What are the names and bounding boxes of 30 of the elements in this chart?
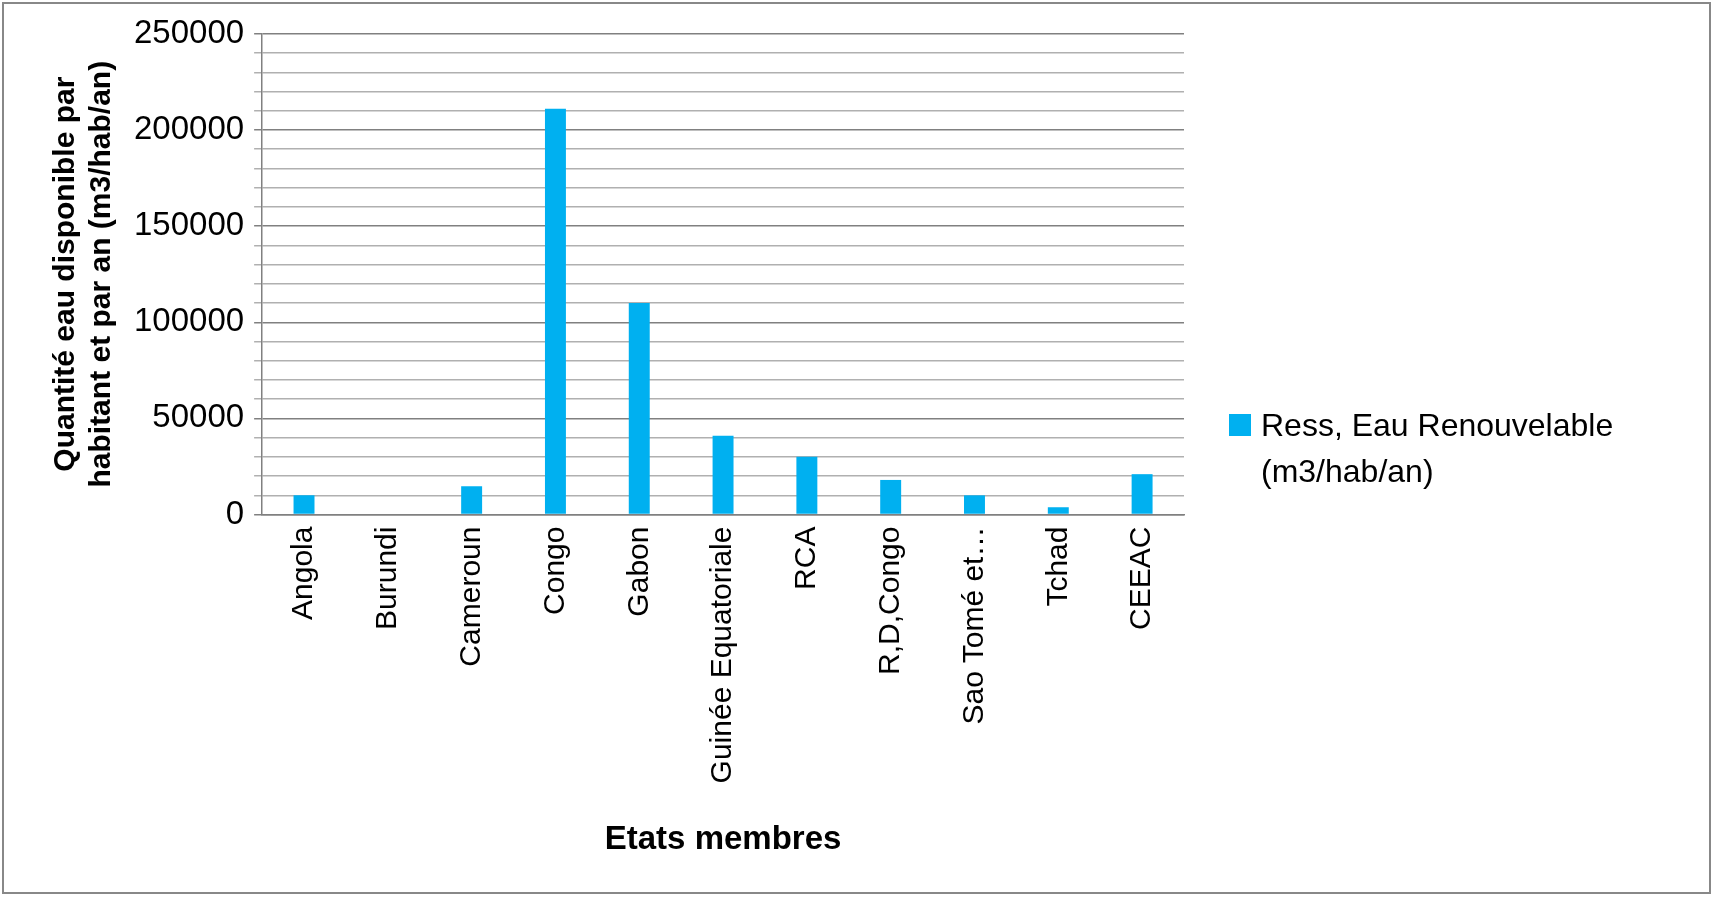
bar [964,495,985,514]
bar [544,108,566,514]
bar [1131,474,1153,514]
x-tick-label: CEEAC [1123,526,1157,630]
bar [1047,507,1069,514]
x-tick-label: Angola [285,526,319,620]
y-tick-label: 200000 [133,109,245,147]
x-tick-label: Congo [536,526,570,615]
y-tick-label: 150000 [133,205,245,243]
y-axis-title: Quantité eau disponible par habitant et par an (m3/hab/an) [47,60,117,488]
y-tick-label: 100000 [133,301,245,339]
legend-label: Ress, Eau Renouvelable (m3/hab/an) [1261,406,1615,492]
x-tick-label: R,D,Congo [871,526,905,675]
y-tick-label: 0 [225,493,245,531]
bar [628,303,650,514]
y-tick-label: 50000 [152,397,245,435]
x-tick-label: Burundi [369,526,403,630]
x-tick-label: Sao Tomé et… [955,526,989,725]
bar [712,435,734,514]
x-tick-label: Tchad [1039,526,1073,607]
x-tick-label: Gabon [620,526,654,617]
x-tick-label: Guinée Equatoriale [704,526,738,784]
y-tick-label: 250000 [133,12,245,50]
bar [880,479,902,514]
x-tick-label: RCA [788,526,822,590]
x-axis-title: Etats membres [604,819,842,857]
bar [796,456,818,514]
bar [293,495,315,514]
x-tick-label: Cameroun [452,526,486,667]
bar [461,486,483,514]
